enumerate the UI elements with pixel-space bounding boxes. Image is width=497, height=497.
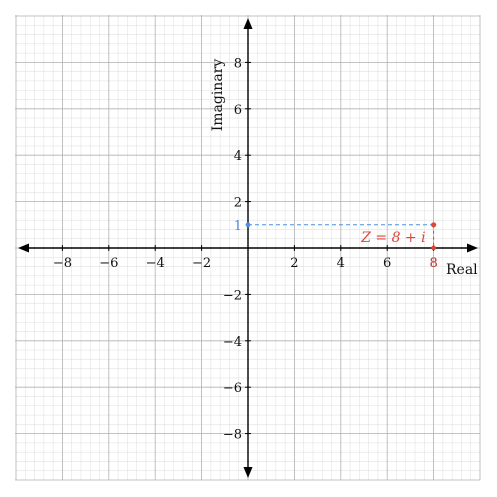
x-tick-label: 2 — [290, 256, 298, 271]
y-tick-label: −6 — [223, 381, 242, 396]
x-tick-label: 8 — [429, 256, 437, 271]
y-tick-label: 2 — [234, 196, 242, 211]
point-marks: 1 8 Z = 8 + i — [234, 219, 438, 271]
tick-labels: −8 −6 −4 −2 2 4 6 8 −8 −6 −4 −2 2 4 6 8 — [53, 56, 438, 442]
imag-value-label: 1 — [234, 219, 242, 234]
y-tick-label: 6 — [234, 103, 242, 118]
point-z-label: Z = 8 + i — [360, 230, 425, 246]
imag-projection-dot — [245, 222, 251, 228]
real-projection-dot — [431, 245, 436, 251]
real-axis-arrow-left — [18, 243, 29, 253]
real-axis-arrow-right — [467, 243, 478, 253]
imaginary-axis-arrow-down — [243, 467, 253, 478]
imaginary-axis-label: Imaginary — [210, 59, 226, 132]
point-z — [431, 222, 437, 228]
y-tick-label: 8 — [234, 56, 242, 71]
y-tick-label: −8 — [223, 428, 242, 443]
x-tick-label: −4 — [146, 256, 165, 271]
real-axis-label: Real — [446, 262, 478, 278]
x-tick-label: −6 — [99, 256, 118, 271]
real-value-label: 8 — [429, 256, 437, 271]
x-tick-label: −8 — [53, 256, 72, 271]
x-tick-label: 4 — [337, 256, 345, 271]
axes — [18, 18, 478, 478]
imaginary-axis-arrow-up — [243, 18, 253, 29]
y-tick-label: −2 — [223, 288, 242, 303]
x-tick-label: −2 — [192, 256, 211, 271]
x-tick-label: 6 — [383, 256, 391, 271]
y-tick-label: −4 — [223, 335, 242, 350]
y-tick-label: 4 — [234, 149, 242, 164]
